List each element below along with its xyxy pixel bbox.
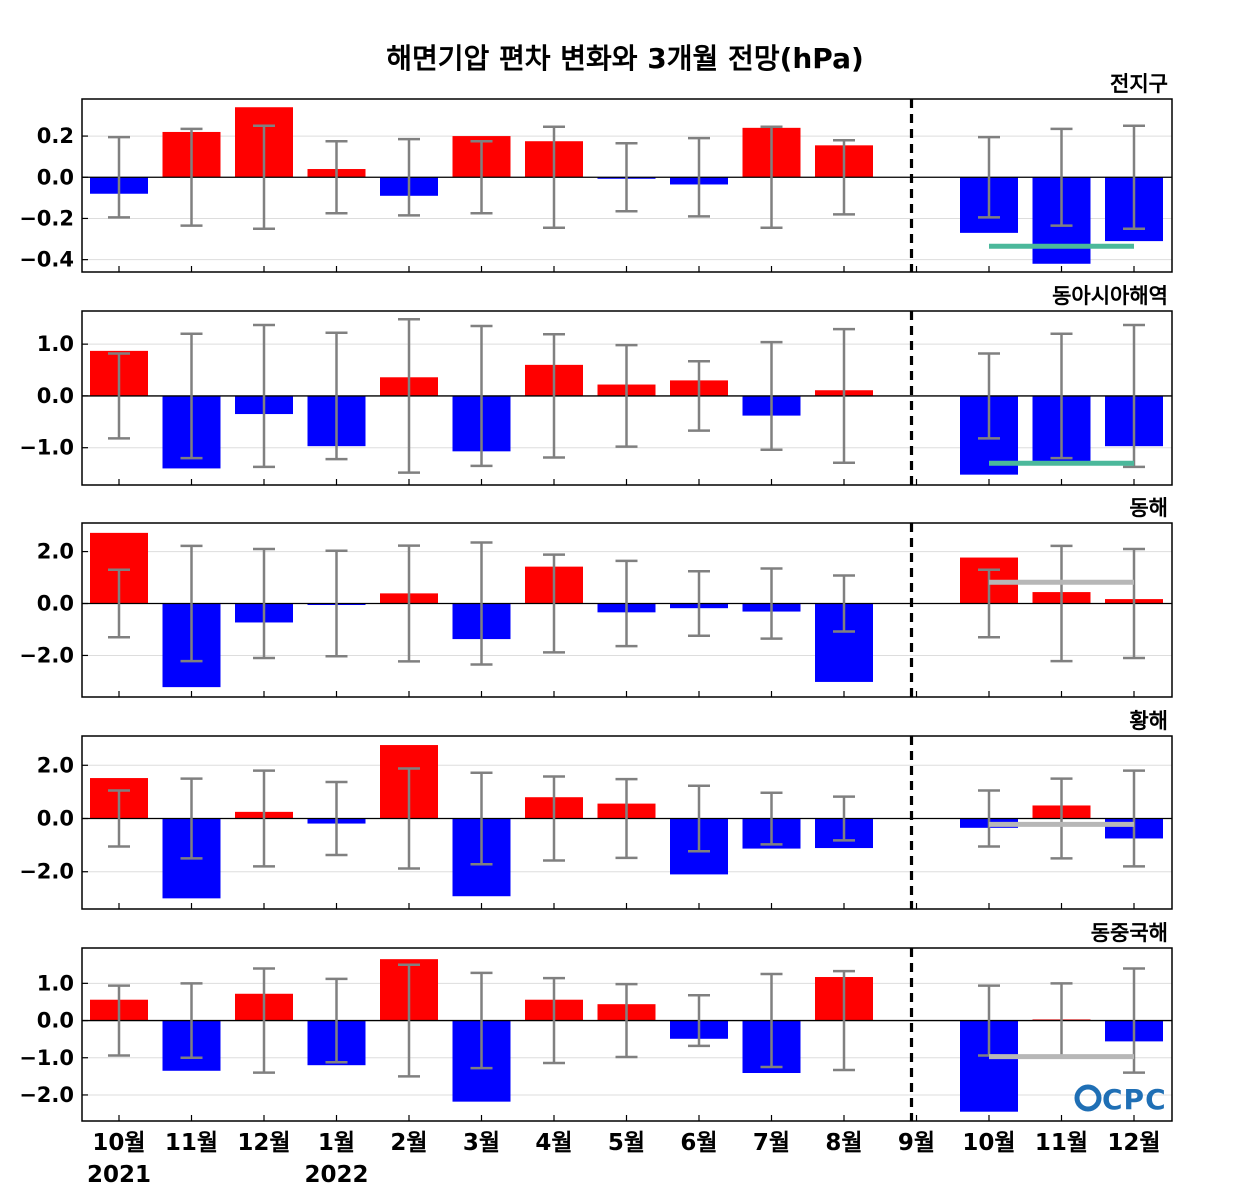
y-tick-label: −1.0 bbox=[19, 1046, 74, 1070]
y-tick-label: 1.0 bbox=[37, 971, 74, 995]
x-tick-label: 12월 bbox=[237, 1130, 290, 1156]
chart-title: 해면기압 편차 변화와 3개월 전망(hPa) bbox=[386, 42, 864, 75]
x-tick-label: 10월 bbox=[92, 1130, 145, 1156]
panel-name: 전지구 bbox=[1110, 72, 1168, 96]
panel-2: 1.0 0.0 −1.0 동아시아해역 bbox=[19, 284, 1173, 486]
year-label: 2021 bbox=[87, 1162, 151, 1188]
y-tick-label: 1.0 bbox=[37, 332, 74, 356]
y-tick-label: −2.0 bbox=[19, 860, 74, 884]
cpc-logo: CPC bbox=[1074, 1083, 1167, 1116]
x-tick-label: 11월 bbox=[165, 1130, 218, 1156]
panel-name: 동아시아해역 bbox=[1052, 284, 1168, 308]
y-tick-label: −0.4 bbox=[19, 248, 74, 272]
x-tick-label: 12월 bbox=[1107, 1130, 1160, 1156]
panel-name: 동중국해 bbox=[1091, 921, 1168, 945]
panel-name: 동해 bbox=[1129, 496, 1168, 520]
y-tick-label: 0.0 bbox=[37, 592, 74, 616]
x-tick-label: 5월 bbox=[608, 1130, 645, 1156]
panel-name: 황해 bbox=[1129, 709, 1168, 733]
y-tick-label: −2.0 bbox=[19, 643, 74, 667]
y-tick-label: −1.0 bbox=[19, 436, 74, 460]
cpc-logo-text: CPC bbox=[1102, 1083, 1167, 1116]
panel-3: 2.0 0.0 −2.0 동해 bbox=[19, 496, 1173, 698]
y-tick-label: 2.0 bbox=[37, 753, 74, 777]
x-tick-label: 11월 bbox=[1035, 1130, 1088, 1156]
x-tick-label: 9월 bbox=[898, 1130, 935, 1156]
y-tick-label: 0.2 bbox=[37, 124, 74, 148]
x-tick-label: 10월 bbox=[962, 1130, 1015, 1156]
year-label: 2022 bbox=[304, 1162, 368, 1188]
y-tick-label: 0.0 bbox=[37, 1009, 74, 1033]
x-tick-label: 7월 bbox=[753, 1130, 790, 1156]
x-tick-label: 2월 bbox=[390, 1130, 427, 1156]
y-tick-label: 2.0 bbox=[37, 540, 74, 564]
y-tick-label: −0.2 bbox=[19, 206, 74, 230]
y-tick-label: 0.0 bbox=[37, 384, 74, 408]
panel-4: 2.0 0.0 −2.0 황해 bbox=[19, 709, 1173, 910]
chart-panels: 0.2 0.0 −0.2 −0.4 전지구 1.0 0.0 −1.0 동아시아해역 2.0 0.0 −… bbox=[19, 72, 1173, 1122]
y-tick-label: 0.0 bbox=[37, 165, 74, 189]
x-axis: 10월 11월 12월 1월 2월 3월 4월 5월 6월 7월 8월 9월 10월 11월 12월 2021… bbox=[87, 1130, 1161, 1188]
y-tick-label: 0.0 bbox=[37, 807, 74, 831]
cpc-logo-mark bbox=[1074, 1084, 1102, 1112]
y-tick-label: −2.0 bbox=[19, 1083, 74, 1107]
x-tick-label: 4월 bbox=[535, 1130, 572, 1156]
x-tick-label: 6월 bbox=[680, 1130, 717, 1156]
x-tick-label: 3월 bbox=[463, 1130, 500, 1156]
x-tick-label: 8월 bbox=[825, 1130, 862, 1156]
panel-5: 1.0 0.0 −1.0 −2.0 동중국해 bbox=[19, 921, 1173, 1122]
x-tick-label: 1월 bbox=[318, 1130, 355, 1156]
panel-1: 0.2 0.0 −0.2 −0.4 전지구 bbox=[19, 72, 1173, 273]
